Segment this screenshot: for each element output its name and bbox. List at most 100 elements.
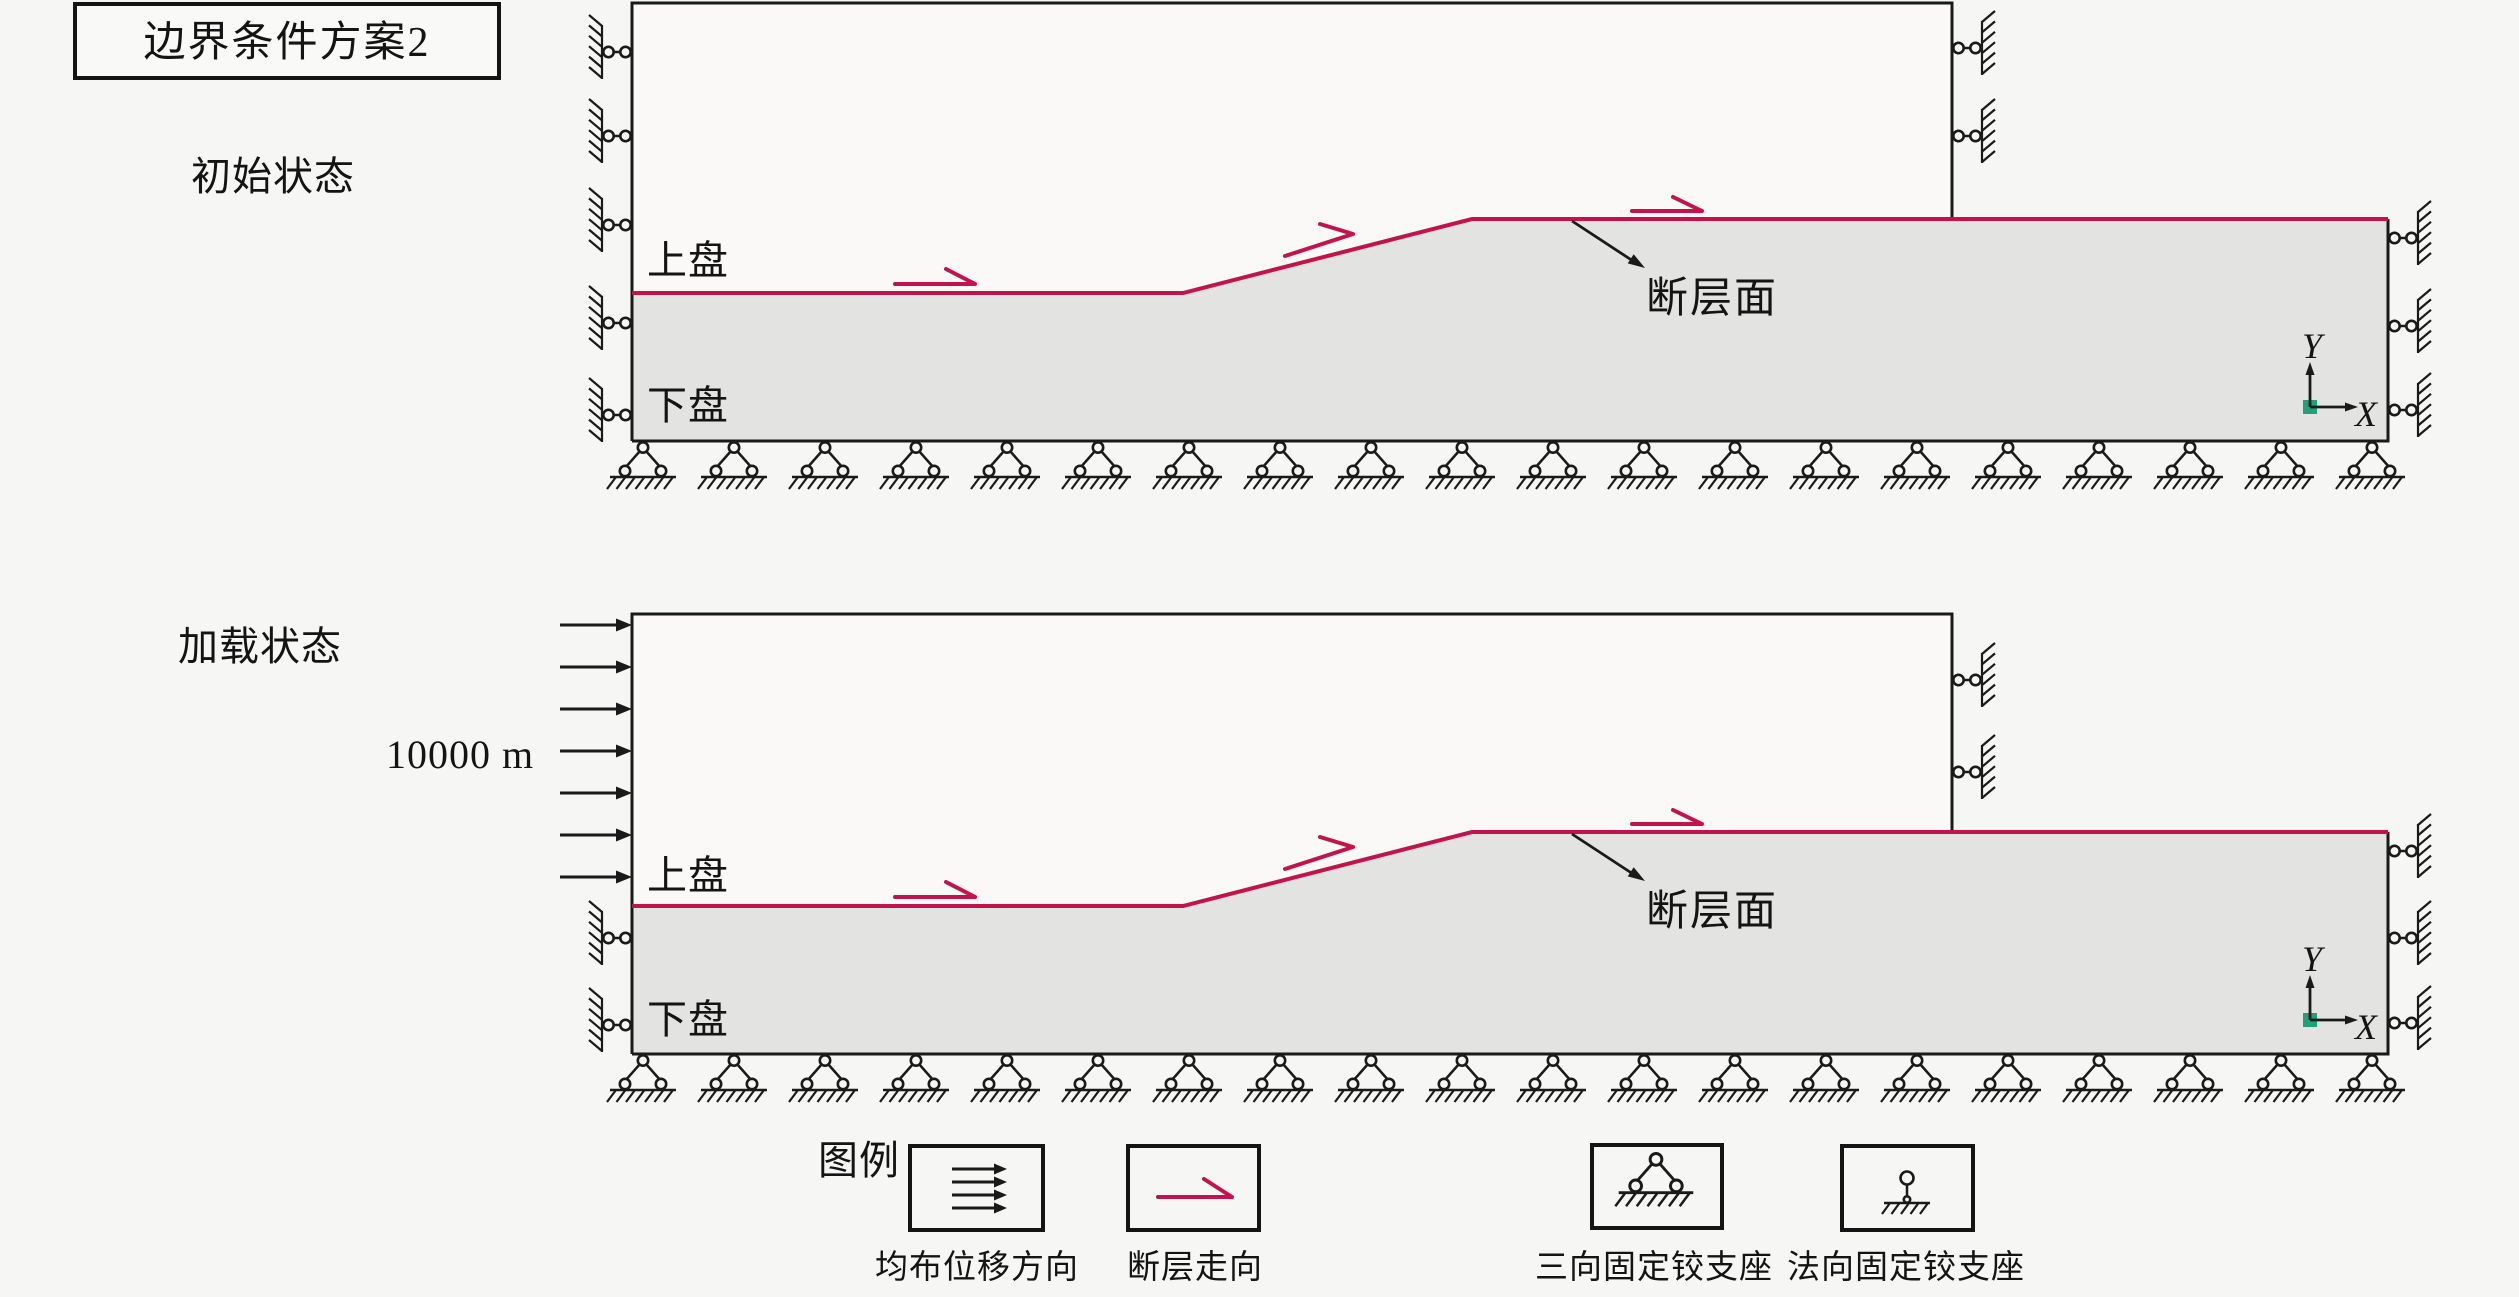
legend-label-displacement: 均布位移方向: [875, 1249, 1079, 1286]
pin-support: [605, 1054, 678, 1104]
roller-support: [1950, 733, 1997, 801]
roller-support: [2386, 371, 2433, 439]
pin-support: [1242, 1054, 1315, 1104]
pin-support: [1060, 1054, 1133, 1104]
model-outline: [630, 612, 2390, 1056]
diagram-loading-state: 加载状态 10000 m 断层面 上盘 下盘: [178, 612, 2433, 1104]
pin-support: [878, 440, 951, 491]
pin-support: [696, 440, 769, 491]
roller-support: [587, 284, 634, 352]
footwall-region: [632, 832, 2388, 1054]
legend-label-fault-strike: 断层走向: [1127, 1249, 1263, 1286]
pin-support: [1879, 440, 1952, 491]
pin-support: [605, 440, 678, 491]
left-roller-supports: [587, 13, 634, 444]
fault-plane-leader-arrowhead: [1627, 867, 1645, 881]
legend-label-pin-support: 三向固定铰支座: [1535, 1249, 1773, 1286]
x-axis-arrowhead: [2345, 402, 2358, 412]
fault-plane-leader-line: [1571, 832, 1634, 876]
footwall-label: 下盘: [647, 997, 729, 1042]
fault-line: [632, 830, 2388, 908]
pin-support: [696, 1054, 769, 1104]
footwall-label: 下盘: [647, 383, 729, 428]
pin-support: [2334, 440, 2407, 491]
displacement-arrow: [558, 743, 634, 759]
pin-support: [1424, 440, 1497, 491]
pin-support: [1970, 440, 2043, 491]
y-axis-label: Y: [2302, 939, 2326, 979]
fault-plane-leader-line: [1571, 219, 1634, 263]
pin-support: [2243, 1054, 2316, 1104]
pin-support: [1606, 1054, 1679, 1104]
coordinate-axes: Y X: [2302, 326, 2379, 434]
roller-support: [587, 186, 634, 254]
fault-strike-arrow: [1283, 222, 1355, 258]
dimension-label: 10000 m: [386, 732, 534, 777]
coordinate-axes: Y X: [2302, 939, 2379, 1047]
legend-pin-support-icon: [1613, 1151, 1695, 1208]
pin-support: [1606, 440, 1679, 491]
roller-support: [1950, 641, 1997, 709]
diagram-initial-state: 初始状态 断层面 上盘 下盘: [191, 1, 2433, 491]
pin-support: [1242, 440, 1315, 491]
pin-support: [1151, 440, 1224, 491]
displacement-arrow: [558, 827, 634, 843]
x-axis-label: X: [2353, 394, 2379, 434]
roller-support: [2386, 899, 2433, 967]
hanging-wall-label: 上盘: [647, 853, 729, 898]
roller-support: [587, 376, 634, 444]
roller-support: [587, 13, 634, 81]
pin-support: [969, 440, 1042, 491]
roller-support: [2386, 984, 2433, 1052]
displacement-arrow: [558, 659, 634, 675]
displacement-arrows: [558, 617, 634, 885]
pin-support: [2243, 440, 2316, 491]
model-outline: [630, 1, 2390, 443]
fault-strike-arrow: [893, 880, 977, 899]
pin-support: [878, 1054, 951, 1104]
pin-support: [1151, 1054, 1224, 1104]
legend-roller-support-icon: [1881, 1170, 1930, 1215]
legend-displacement-arrows-icon: [950, 1162, 1009, 1215]
pin-support: [787, 1054, 860, 1104]
title-box: 边界条件方案2: [73, 2, 501, 80]
x-axis-arrowhead: [2345, 1015, 2358, 1025]
pin-support: [2061, 1054, 2134, 1104]
pin-support: [1788, 1054, 1861, 1104]
y-axis-arrowhead: [2305, 975, 2315, 988]
pin-support: [1515, 1054, 1588, 1104]
fault-strike-arrow: [1283, 835, 1355, 871]
legend-title: 图例: [818, 1138, 900, 1183]
x-axis-label: X: [2353, 1007, 2379, 1047]
pin-support: [2334, 1054, 2407, 1104]
pin-support: [2061, 440, 2134, 491]
roller-support: [587, 899, 634, 967]
fault-strike-arrow: [1630, 195, 1704, 213]
hanging-wall-label: 上盘: [647, 238, 729, 283]
footwall-region: [632, 219, 2388, 441]
roller-support: [2386, 812, 2433, 880]
pin-support: [1515, 440, 1588, 491]
left-roller-supports: [587, 899, 634, 1054]
roller-support: [2386, 199, 2433, 267]
displacement-arrow: [558, 785, 634, 801]
pin-support: [1697, 1054, 1770, 1104]
legend-box-roller-support: [1840, 1144, 1975, 1232]
roller-support: [1950, 97, 1997, 165]
legend-fault-strike-icon: [1156, 1177, 1234, 1199]
pin-support: [1333, 440, 1406, 491]
pin-support: [1970, 1054, 2043, 1104]
pin-support: [1424, 1054, 1497, 1104]
fault-plane-leader-arrowhead: [1627, 254, 1645, 268]
y-axis-label: Y: [2302, 326, 2326, 366]
pin-support: [2152, 1054, 2225, 1104]
legend-label-roller-support: 法向固定铰支座: [1787, 1249, 2025, 1286]
hanging-wall-region: [632, 614, 1952, 906]
pin-support: [2152, 440, 2225, 491]
pin-support: [1060, 440, 1133, 491]
roller-support: [2386, 287, 2433, 355]
fault-strike-arrow: [1630, 808, 1704, 826]
y-axis-arrowhead: [2305, 362, 2315, 375]
fault-line: [632, 217, 2388, 295]
